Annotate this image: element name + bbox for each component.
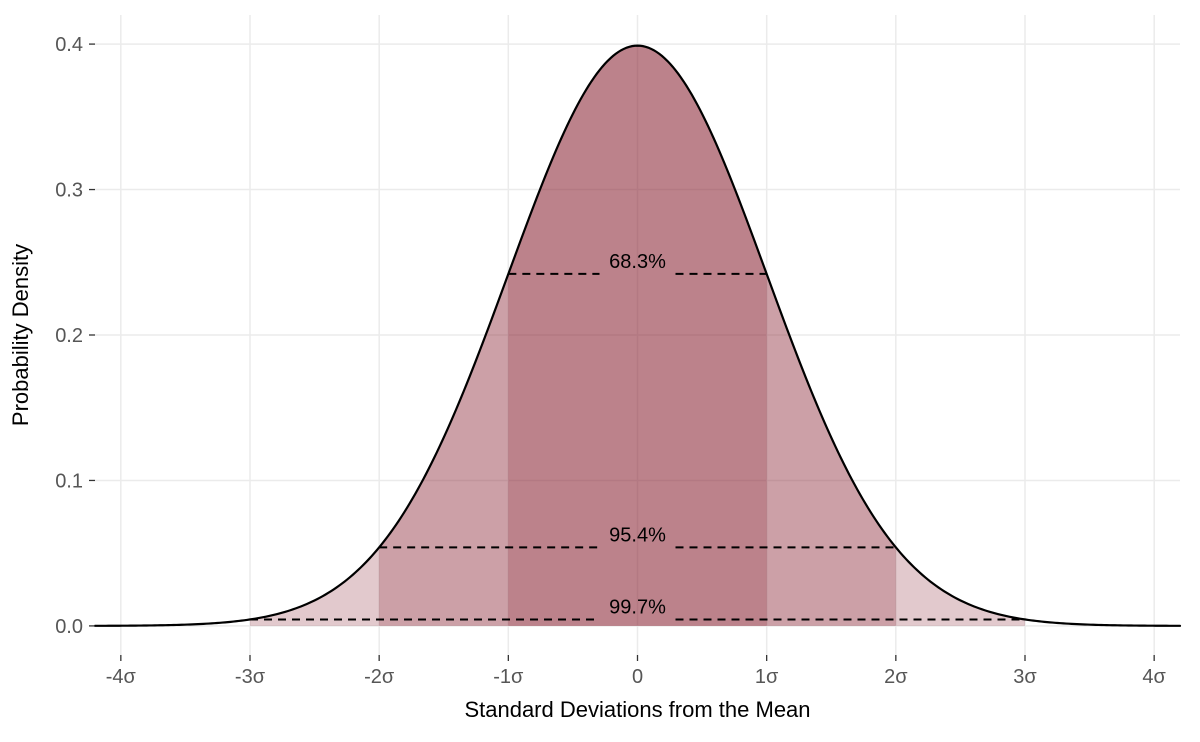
y-tick-label-1: 0.1 [55, 470, 83, 492]
annotation-label-2: 99.7% [609, 597, 666, 619]
y-axis-label: Probability Density [8, 244, 33, 426]
x-tick-label-4: 0 [632, 666, 643, 688]
x-tick-label-0: -4σ [106, 666, 137, 688]
x-tick-label-3: -1σ [493, 666, 524, 688]
annotation-label-1: 95.4% [609, 524, 666, 546]
x-tick-label-6: 2σ [884, 666, 908, 688]
x-tick-label-5: 1σ [755, 666, 779, 688]
x-tick-label-1: -3σ [235, 666, 266, 688]
x-tick-label-8: 4σ [1142, 666, 1166, 688]
y-tick-label-2: 0.2 [55, 325, 83, 347]
x-tick-label-7: 3σ [1013, 666, 1037, 688]
x-tick-label-2: -2σ [364, 666, 395, 688]
x-axis-label: Standard Deviations from the Mean [464, 697, 810, 722]
normal-distribution-chart: 68.3% 95.4% 99.7% -4σ -3σ -2σ -1σ 0 1σ 2σ 3σ 4σ 0.0 0… [0, 0, 1200, 742]
y-tick-label-0: 0.0 [55, 616, 83, 638]
chart-svg: 68.3% 95.4% 99.7% -4σ -3σ -2σ -1σ 0 1σ 2σ 3σ 4σ 0.0 0… [0, 0, 1200, 742]
y-tick-label-3: 0.3 [55, 180, 83, 202]
annotation-label-0: 68.3% [609, 251, 666, 273]
y-tick-label-4: 0.4 [55, 34, 83, 56]
